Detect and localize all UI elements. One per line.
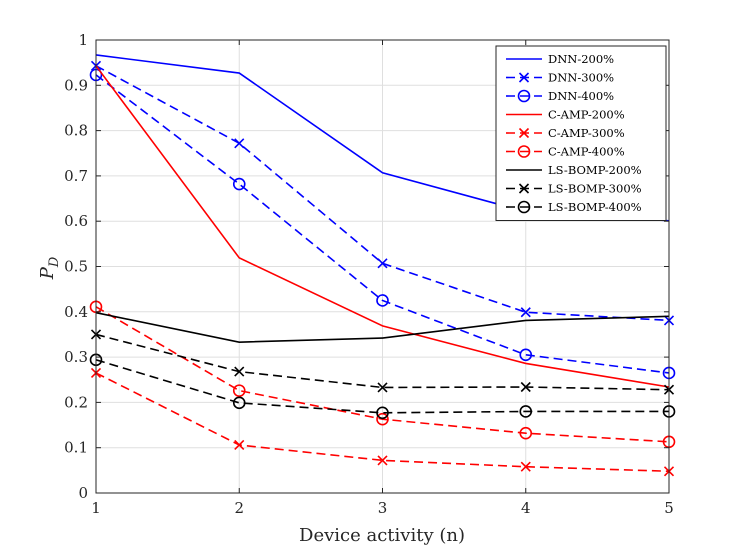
data-point <box>234 138 245 149</box>
y-tick-label: 1 <box>78 31 88 49</box>
data-point <box>520 461 531 472</box>
legend-marker <box>518 127 530 139</box>
y-tick-label: 0.9 <box>64 76 88 94</box>
legend-label: C-AMP-400% <box>548 145 625 159</box>
marker-stroke <box>518 127 530 139</box>
series-line <box>95 74 670 374</box>
legend-label: DNN-400% <box>548 89 614 103</box>
tick-labels: 0 0.1 0.2 0.3 0.4 0.5 0.6 0.7 0.8 0.9 1 1 2 3 4 5 <box>64 31 674 517</box>
legend-label: C-AMP-300% <box>548 126 625 140</box>
marker-stroke <box>377 382 388 393</box>
x-axis-title: Device activity (n) <box>299 525 465 546</box>
series-lines <box>89 54 676 477</box>
legend-label: LS-BOMP-300% <box>548 182 642 196</box>
data-point <box>376 406 389 420</box>
legend-entry: DNN-400% <box>506 89 614 103</box>
data-point <box>232 384 246 397</box>
marker-stroke <box>520 381 531 393</box>
legend-entry: C-AMP-200% <box>506 108 625 122</box>
series-line <box>95 306 670 443</box>
data-point <box>376 412 389 426</box>
legend-marker <box>518 72 530 83</box>
marker-stroke <box>520 307 531 318</box>
data-point <box>520 381 531 393</box>
legend-entry: C-AMP-300% <box>506 126 625 140</box>
legend-label: LS-BOMP-400% <box>548 200 642 214</box>
marker-stroke <box>518 183 530 194</box>
data-point <box>377 455 388 466</box>
y-tick-label: 0.3 <box>64 348 88 366</box>
data-point <box>519 348 533 362</box>
y-tick-label: 0.5 <box>64 258 88 276</box>
legend-entry: LS-BOMP-400% <box>506 200 642 214</box>
y-axis-title: PD <box>37 256 62 280</box>
legend-entry: DNN-200% <box>506 52 614 66</box>
data-point <box>519 426 533 440</box>
series-line <box>95 372 670 473</box>
x-tick-label: 2 <box>234 499 244 517</box>
legend-label: DNN-300% <box>548 71 614 85</box>
marker-stroke <box>518 72 530 83</box>
x-tick-label: 3 <box>378 499 388 517</box>
y-tick-label: 0.7 <box>64 167 88 185</box>
series-line <box>95 65 670 388</box>
legend-label: DNN-200% <box>548 52 614 66</box>
legend-entry: DNN-300% <box>506 71 614 85</box>
legend-marker <box>517 200 531 214</box>
data-point <box>520 307 531 318</box>
legend-marker <box>517 89 531 103</box>
y-tick-label: 0.2 <box>64 393 88 411</box>
legend-label: LS-BOMP-200% <box>548 163 642 177</box>
legend-marker <box>517 145 531 158</box>
data-point <box>234 366 245 377</box>
y-axis-title-subscript: D <box>47 256 62 268</box>
legend-entry: LS-BOMP-300% <box>506 182 642 196</box>
y-tick-label: 0.8 <box>64 122 88 140</box>
marker-stroke <box>234 366 245 377</box>
x-tick-label: 1 <box>91 499 101 517</box>
marker-stroke <box>234 138 245 149</box>
series-ls-bomp-200- <box>95 311 670 343</box>
y-tick-label: 0.6 <box>64 212 88 230</box>
data-point <box>234 439 245 451</box>
series-line <box>95 65 670 322</box>
legend: DNN-200% DNN-300% DNN-400% C-AMP-200% C-AMP-… <box>495 45 667 221</box>
legend-marker <box>518 183 530 194</box>
y-tick-label: 0.1 <box>64 439 88 457</box>
series-line <box>95 311 670 343</box>
x-tick-label: 4 <box>521 499 531 517</box>
legend-label: C-AMP-200% <box>548 108 625 122</box>
axes <box>95 39 670 494</box>
data-point <box>377 258 388 269</box>
y-axis-title-main: P <box>37 266 58 280</box>
y-tick-label: 0 <box>78 484 88 502</box>
data-point <box>519 405 533 418</box>
data-point <box>232 396 246 410</box>
marker-stroke <box>234 439 245 451</box>
y-tick-label: 0.4 <box>64 303 88 321</box>
data-point <box>232 177 246 191</box>
data-point <box>376 294 389 307</box>
legend-entry: C-AMP-400% <box>506 145 625 159</box>
axes-box <box>95 39 670 494</box>
series-line <box>95 359 669 414</box>
legend-entry: LS-BOMP-200% <box>506 163 642 177</box>
series-line <box>95 333 670 391</box>
marker-stroke <box>377 258 388 269</box>
series-c-amp-200- <box>95 65 670 388</box>
data-point <box>377 382 388 393</box>
marker-stroke <box>377 455 388 466</box>
x-tick-label: 5 <box>664 499 674 517</box>
marker-stroke <box>520 461 531 472</box>
